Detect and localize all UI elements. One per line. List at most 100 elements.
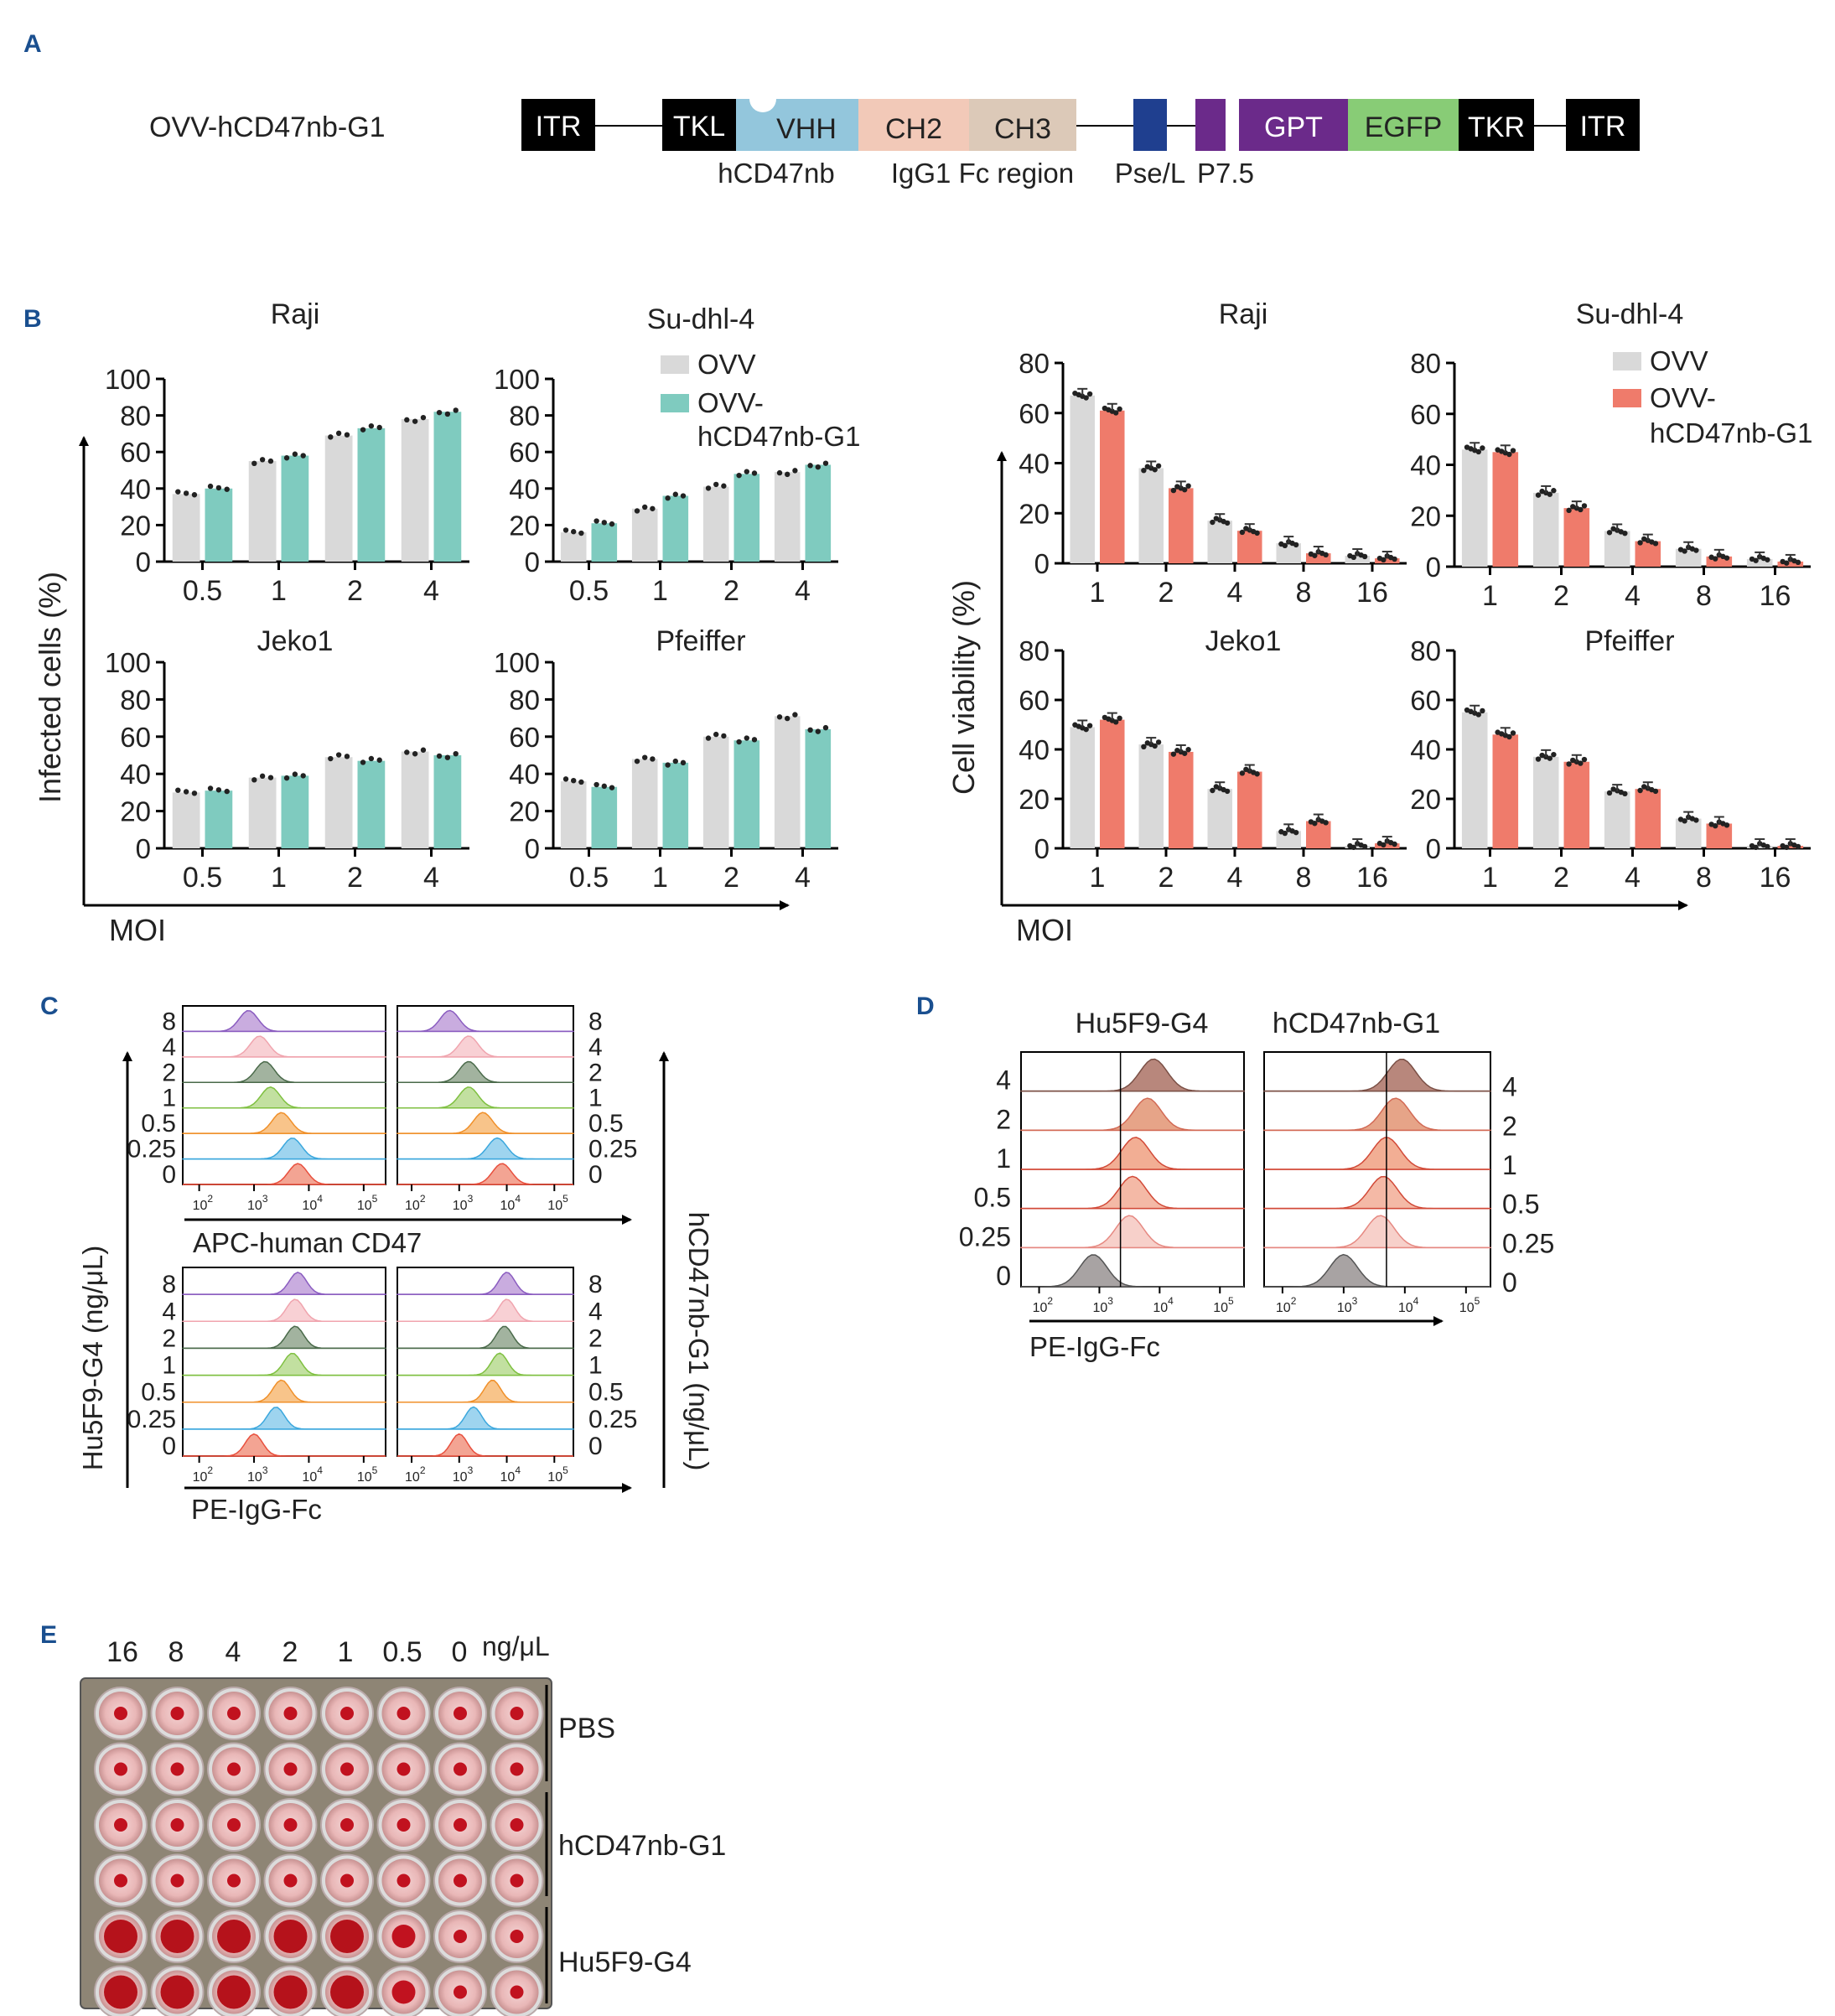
histogram-peak [397,1009,574,1033]
replicate-dot [1753,557,1759,563]
bar-ovv-hcd47nb-g1 [1306,553,1331,563]
histogram-pe-hu5f9: 102 103 104 105 [182,1267,386,1485]
chart-title: Su-dhl-4 [1576,298,1684,330]
well [490,1853,544,1908]
y-tick-label: 80 [509,684,540,715]
replicate-dot [453,751,459,757]
bar-ovv-hcd47nb-g1 [1237,771,1262,848]
y-tick-label: 40 [509,474,540,505]
replicate-dot [776,714,783,720]
replicate-dot [267,458,274,464]
replicate-dot [705,735,712,741]
bar-ovv-hcd47nb-g1 [1492,734,1519,848]
replicate-dot [292,451,298,457]
rbc-button [283,1707,298,1720]
replicate-dot [672,758,678,764]
chart-title: Pfeiffer [1584,625,1674,657]
log-tick-label: 105 [1459,1295,1480,1315]
replicate-dot [1210,519,1216,526]
histogram-d-hu5f9: 102 103 104 105 [1020,1051,1245,1315]
replicate-dot [1713,823,1718,829]
row-label-hcd47nb: hCD47nb-G1 [558,1830,726,1862]
bar-ovv [1604,531,1630,567]
concentration-label-right: 0.5 [588,1379,624,1407]
replicate-dot [175,489,181,495]
x-tick-label: 2 [1553,862,1569,894]
replicate-dot [1117,406,1122,412]
replicate-dot [1566,507,1572,514]
d-concentration-label-right: 2 [1502,1111,1517,1141]
log-tick-label: 105 [357,1193,378,1213]
y-tick-label: 0 [136,833,151,864]
replicate-dot [1282,542,1288,548]
replicate-dot [1392,841,1397,847]
well [94,1965,148,2016]
replicate-dot [1155,739,1162,745]
replicate-dot [1566,761,1572,767]
replicate-dot [1622,790,1628,797]
replicate-dot [267,775,274,780]
panel-label-e: E [40,1621,57,1649]
log-tick-label: 104 [1398,1295,1419,1315]
well [150,1742,205,1796]
replicate-dot [215,485,222,491]
replicate-dot [713,731,719,738]
fc-region-annotation: IgG1 Fc region [891,158,1074,189]
replicate-dot [751,470,758,476]
well [150,1910,205,1963]
well [433,1798,487,1852]
well [263,1687,318,1740]
y-tick-label: 40 [120,759,151,790]
y-tick-label: 80 [120,684,151,715]
ch2-segment [858,99,969,151]
replicate-dot [436,753,443,759]
well [433,1910,487,1963]
bar-ovv [172,494,200,562]
x-tick-label: 8 [1296,862,1312,894]
replicate-dot [1239,770,1246,776]
y-tick-label: 60 [509,437,540,468]
replicate-dot [420,747,427,753]
well [207,1965,261,2016]
bar-chart-3: Pfeiffer 0 20 40 60 80 100 0.5 1 2 4 [494,625,838,894]
y-tick-label: 0 [1034,548,1050,579]
replicate-dot [1254,771,1260,777]
replicate-dot [1606,530,1613,536]
replicate-dot [1682,548,1687,554]
well [94,1910,148,1963]
bar-ovv-hcd47nb-g1 [1169,751,1194,848]
histogram-peak [182,1060,386,1084]
bar-ovv [702,486,729,562]
bar-ovv [1070,727,1095,848]
replicate-dot [1480,445,1485,451]
well [94,1798,148,1852]
rbc-button [104,1975,137,2009]
log-tick-label: 102 [405,1464,426,1485]
concentration-label-left: 2 [162,1059,176,1086]
rbc-button [114,1818,127,1832]
p75-promoter-segment [1195,99,1226,151]
y-tick-label: 40 [120,474,151,505]
replicate-dot [650,505,656,511]
replicate-dot [680,759,687,766]
y-tick-label: 0 [525,547,540,578]
rbc-button [114,1873,127,1888]
histogram-peak [1263,1175,1491,1210]
bar-ovv-hcd47nb-g1 [805,464,832,562]
y-tick-label: 80 [509,401,540,432]
row-label-pbs: PBS [558,1713,615,1744]
rbc-button [217,1920,251,1953]
replicate-dot [1637,787,1643,794]
histogram-peak [397,1433,573,1457]
replicate-dot [1693,547,1699,553]
replicate-dot [815,464,821,470]
well [150,1798,205,1852]
replicate-dot [1724,822,1730,828]
replicate-dot [721,483,727,489]
replicate-dot [822,460,829,466]
replicate-dot [776,469,783,476]
replicate-dot [1510,730,1516,736]
bar-ovv [1070,395,1095,563]
bar-ovv-hcd47nb-g1 [1306,821,1331,848]
